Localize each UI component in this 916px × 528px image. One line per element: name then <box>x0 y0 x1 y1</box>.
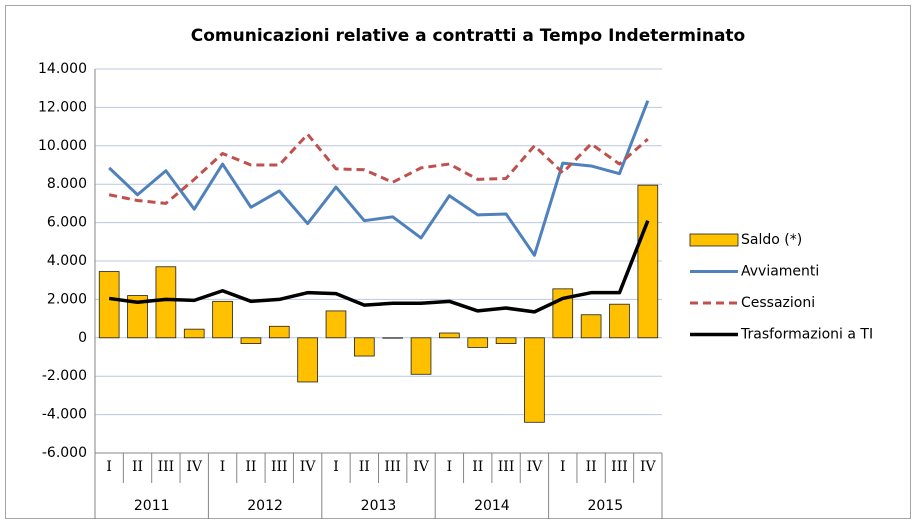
x-group-label: 2014 <box>474 498 510 514</box>
legend-swatch <box>690 234 738 246</box>
bar <box>213 301 233 337</box>
y-tick-label: 6.000 <box>47 215 87 231</box>
bar <box>184 329 204 338</box>
bar <box>411 338 431 374</box>
y-tick-label: -2.000 <box>42 368 87 384</box>
x-tick-label: III <box>158 459 175 475</box>
bar <box>468 338 488 348</box>
x-tick-label: III <box>271 459 288 475</box>
legend-label: Avviamenti <box>741 264 819 280</box>
x-tick-label: II <box>586 459 597 475</box>
bar <box>156 267 176 338</box>
x-tick-label: I <box>447 459 453 475</box>
bar <box>496 338 516 344</box>
x-tick-label: I <box>220 459 226 475</box>
x-group-label: 2013 <box>361 498 397 514</box>
y-tick-label: 10.000 <box>38 138 87 154</box>
x-tick-label: IV <box>413 459 430 475</box>
y-tick-label: 0 <box>78 330 87 346</box>
y-tick-label: -6.000 <box>42 445 87 461</box>
x-group-label: 2011 <box>134 498 170 514</box>
bar <box>525 338 545 422</box>
x-tick-label: III <box>384 459 401 475</box>
x-tick-label: II <box>359 459 370 475</box>
y-tick-label: 14.000 <box>38 61 87 77</box>
x-tick-label: IV <box>186 459 203 475</box>
legend-label: Saldo (*) <box>741 232 802 248</box>
bar <box>99 272 119 338</box>
x-tick-label: IV <box>640 459 657 475</box>
legend-label: Cessazioni <box>741 295 815 311</box>
bar <box>298 338 318 382</box>
x-tick-label: III <box>611 459 628 475</box>
x-tick-label: II <box>132 459 143 475</box>
bar <box>610 304 630 338</box>
x-tick-label: I <box>560 459 566 475</box>
x-tick-label: IV <box>527 459 544 475</box>
y-tick-label: 8.000 <box>47 176 87 192</box>
x-tick-label: IV <box>300 459 317 475</box>
bar <box>241 338 261 344</box>
bar <box>439 333 459 338</box>
x-tick-label: I <box>333 459 339 475</box>
x-tick-label: II <box>245 459 256 475</box>
x-tick-label: III <box>498 459 515 475</box>
bar <box>638 185 658 338</box>
chart-border <box>6 6 911 519</box>
x-group-label: 2012 <box>247 498 283 514</box>
x-tick-label: I <box>106 459 112 475</box>
legend-label: Trasformazioni a TI <box>740 327 873 343</box>
x-group-label: 2015 <box>587 498 623 514</box>
chart-title: Comunicazioni relative a contratti a Tem… <box>191 26 745 46</box>
x-tick-label: II <box>472 459 483 475</box>
y-tick-label: -4.000 <box>42 407 87 423</box>
y-tick-label: 12.000 <box>38 99 87 115</box>
bar <box>326 311 346 338</box>
y-tick-label: 4.000 <box>47 253 87 269</box>
bar <box>269 326 289 338</box>
bar <box>581 315 601 338</box>
bar <box>354 338 374 356</box>
y-tick-label: 2.000 <box>47 291 87 307</box>
